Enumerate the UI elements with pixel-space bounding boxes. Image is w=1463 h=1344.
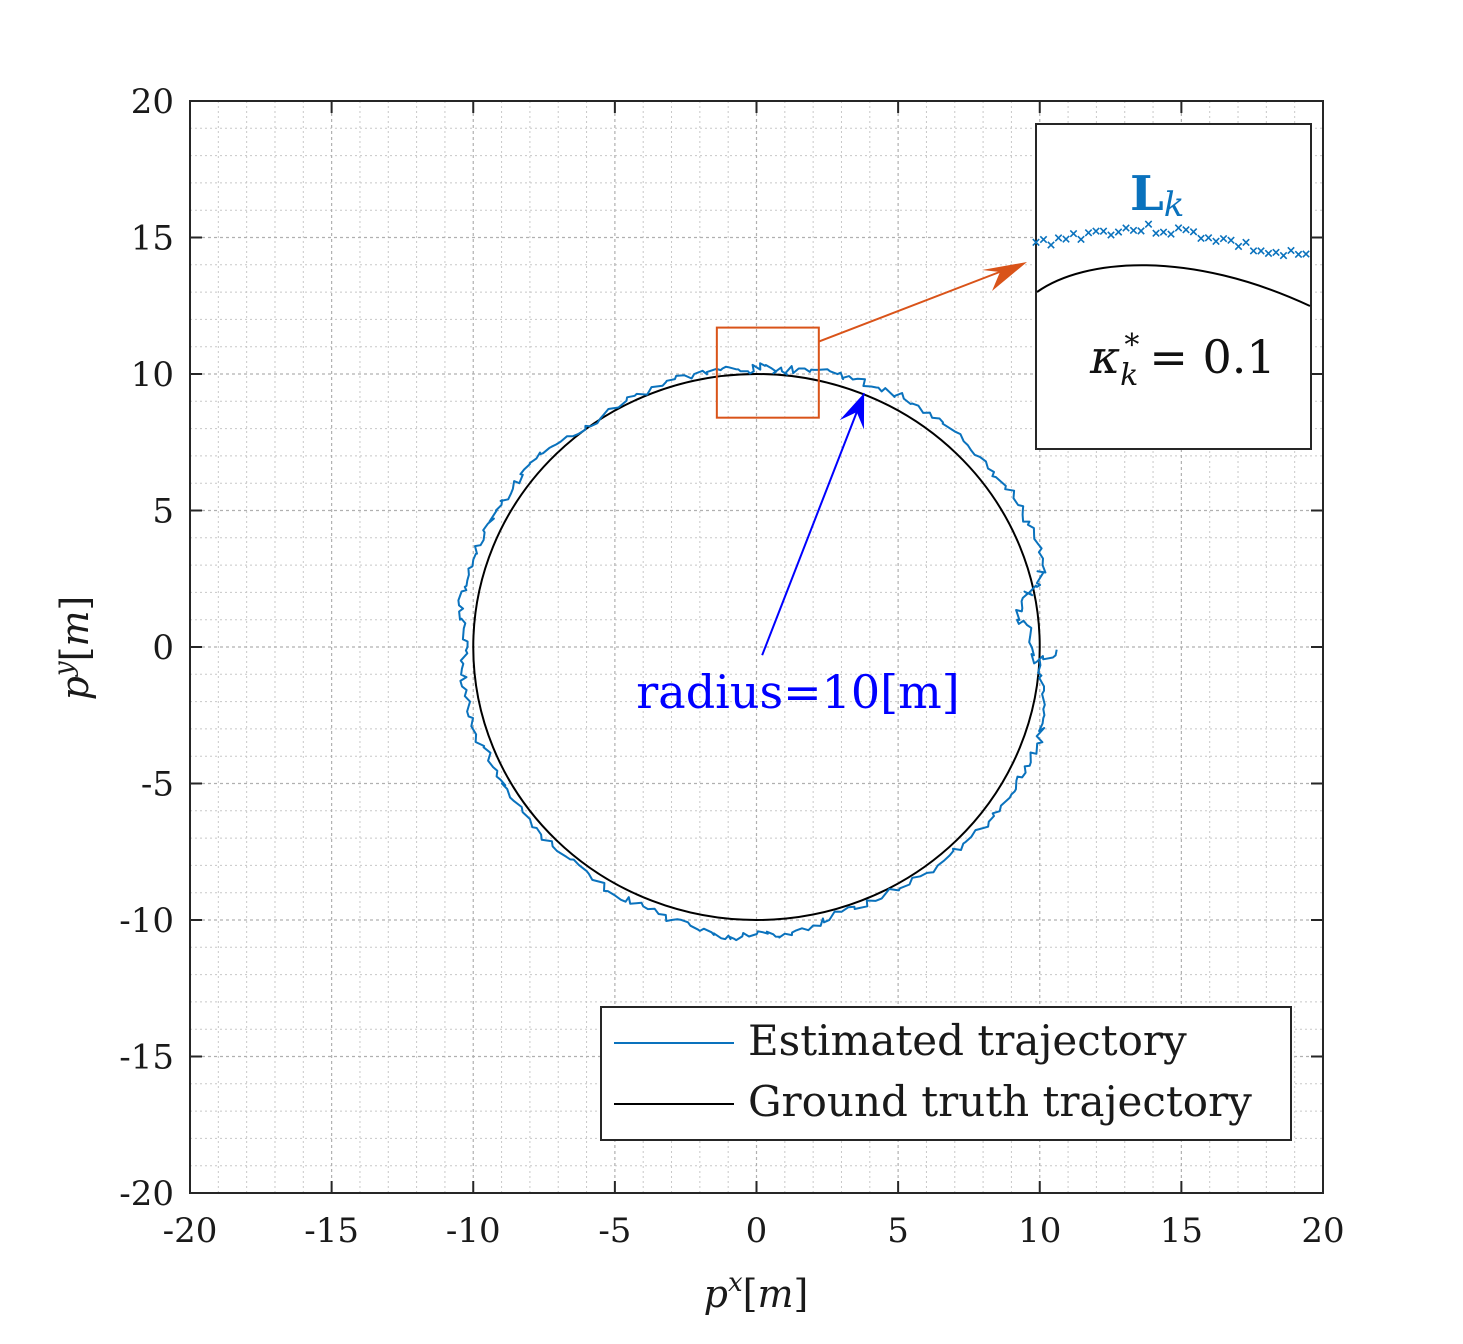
- y-tick-label: -10: [119, 901, 174, 941]
- inset-ground-truth-arc: [1036, 264, 1311, 307]
- legend: Estimated trajectory Ground truth trajec…: [600, 1006, 1292, 1141]
- legend-label-ground-truth: Ground truth trajectory: [748, 1077, 1252, 1126]
- inset-marker: [1047, 241, 1055, 249]
- inset-marker: [1167, 230, 1175, 238]
- inset-marker: [1234, 242, 1243, 251]
- inset-marker: [1189, 228, 1198, 236]
- plot-frame: [189, 100, 1324, 1194]
- y-tick-label: 20: [131, 82, 174, 122]
- inset-marker: [1069, 229, 1078, 238]
- inset-marker: [1197, 234, 1205, 243]
- x-tick-label: -15: [304, 1211, 359, 1251]
- radius-label: radius=10[m]: [636, 665, 959, 719]
- inset-marker: [1219, 234, 1228, 243]
- inset-marker: [1107, 231, 1115, 239]
- radius-arrowhead: [839, 393, 865, 430]
- zoom-connector-arrowhead: [982, 262, 1027, 291]
- x-tick-label: -10: [446, 1211, 501, 1251]
- legend-label-estimated: Estimated trajectory: [748, 1016, 1187, 1065]
- inset-marker: [1294, 250, 1303, 259]
- inset-marker: [1054, 234, 1063, 242]
- x-tick-label: -20: [163, 1211, 218, 1251]
- plot-area: radius=10[m]: [457, 262, 1058, 942]
- ground-truth-trajectory: [472, 373, 1041, 921]
- x-tick-label: 15: [1160, 1211, 1203, 1251]
- y-tick-label: -20: [119, 1174, 174, 1214]
- x-tick-label: -5: [598, 1211, 631, 1251]
- inset-marker: [1174, 224, 1183, 232]
- y-tick-label: 5: [152, 492, 174, 532]
- inset-marker: [1249, 247, 1258, 255]
- x-tick-label: 20: [1301, 1211, 1344, 1251]
- y-axis-label: py[m]: [49, 596, 97, 701]
- inset-marker: [1129, 226, 1138, 235]
- inset-marker: [1279, 251, 1288, 260]
- inset-marker: [1084, 229, 1093, 237]
- inset-marker: [1264, 249, 1273, 258]
- x-tick-label: 5: [887, 1211, 909, 1251]
- inset-marker: [1204, 234, 1213, 242]
- inset-marker: [1227, 236, 1235, 245]
- inset-marker: [1122, 224, 1130, 232]
- zoom-box: [715, 326, 820, 419]
- zoom-connector-line: [818, 267, 1011, 343]
- inset-estimated-markers: [1032, 220, 1310, 260]
- inset-marker: [1152, 229, 1160, 238]
- inset-marker: [1257, 247, 1265, 255]
- inset-marker: [1144, 220, 1153, 228]
- inset-marker: [1092, 227, 1100, 235]
- inset-marker: [1099, 227, 1108, 235]
- inset-marker: [1114, 228, 1123, 236]
- x-tick-label: 0: [746, 1211, 768, 1251]
- x-tick-label: 10: [1018, 1211, 1061, 1251]
- inset-marker: [1137, 227, 1145, 235]
- legend-box: [600, 1006, 1292, 1141]
- inset-marker: [1302, 250, 1310, 258]
- inset-marker: [1242, 238, 1250, 247]
- inset-marker: [1212, 237, 1220, 246]
- y-tick-label: 0: [152, 628, 174, 668]
- inset-marker: [1077, 235, 1085, 244]
- inset-marker: [1032, 238, 1040, 247]
- inset-series-label: Lk: [1130, 166, 1184, 225]
- inset-frame: [1035, 123, 1312, 450]
- inset-marker: [1272, 248, 1280, 257]
- inset-marker: [1062, 235, 1070, 243]
- inset-marker: [1039, 235, 1048, 244]
- inset-marker: [1182, 225, 1190, 234]
- y-tick-label: -15: [119, 1038, 174, 1078]
- inset-kappa-label: κk* = 0.1: [1089, 328, 1276, 393]
- estimated-trajectory: [457, 362, 1058, 942]
- x-axis-label: px[m]: [704, 1268, 809, 1316]
- radius-arrow-line: [761, 392, 866, 656]
- y-tick-label: 15: [131, 219, 174, 259]
- y-tick-label: 10: [131, 355, 174, 395]
- inset-marker: [1287, 246, 1295, 255]
- inset-marker: [1159, 228, 1168, 236]
- y-tick-label: -5: [141, 765, 174, 805]
- ticks: -20 -15 -10 -5 0 5 10 15 20 -20 -15 -10 -5 0 5 10 15 20: [119, 82, 1344, 1251]
- zoom-inset: Lk κk* = 0.1: [1032, 123, 1312, 450]
